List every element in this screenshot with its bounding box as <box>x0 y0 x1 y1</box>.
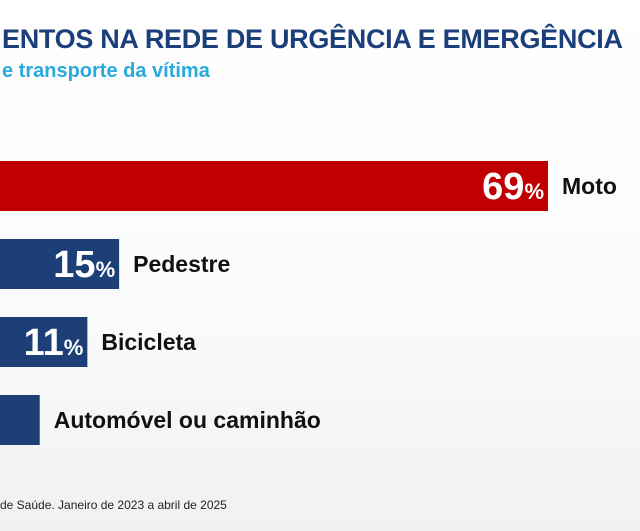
bar-value-label-0: 69% <box>482 166 544 208</box>
bar-value-label-1: 15% <box>53 244 115 286</box>
bar-0 <box>0 161 548 211</box>
bar-2 <box>0 317 88 367</box>
bar-3 <box>0 395 40 445</box>
chart-subtitle: e transporte da vítima <box>2 60 210 82</box>
bar-value-label-2: 11% <box>24 322 84 364</box>
category-label-3: Automóvel ou caminhão <box>54 407 321 433</box>
chart-title: ENTOS NA REDE DE URGÊNCIA E EMERGÊNCIA <box>2 24 623 54</box>
category-label-1: Pedestre <box>133 251 230 277</box>
source-note: de Saúde. Janeiro de 2023 a abril de 202… <box>0 498 227 512</box>
category-label-0: Moto <box>562 173 617 199</box>
bar-1 <box>0 239 120 289</box>
bar-chart: 69% Moto 15% Pedestre 11% Bicicleta Automóvel … <box>0 161 617 445</box>
category-label-2: Bicicleta <box>101 329 196 355</box>
